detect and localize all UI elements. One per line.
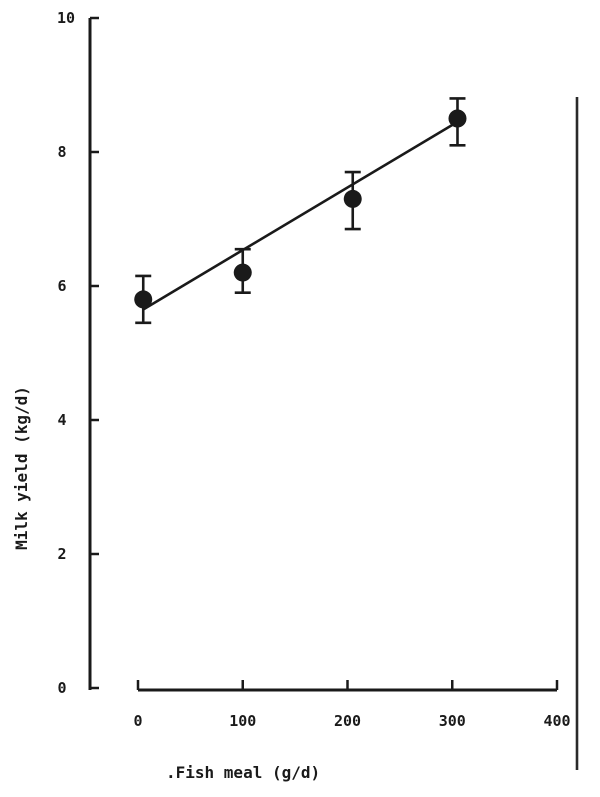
- x-tick-label: 400: [543, 712, 570, 730]
- fit-line-group: [142, 120, 459, 311]
- y-tick-label: 4: [57, 411, 66, 429]
- x-axis-title: .Fish meal (g/d): [166, 763, 320, 782]
- data-point: [233, 263, 252, 282]
- y-axis-title: Milk yield (kg/d): [12, 386, 31, 550]
- y-tick-label: 10: [57, 9, 75, 27]
- x-tick-label: 300: [439, 712, 466, 730]
- y-tick-label: 0: [57, 679, 66, 697]
- y-axis: 0 2 4 6 8 10: [57, 9, 99, 697]
- regression-line: [142, 120, 459, 311]
- data-point-group: [134, 274, 153, 325]
- y-tick-label: 6: [57, 277, 66, 295]
- data-point: [448, 109, 467, 128]
- x-tick-label: 200: [334, 712, 361, 730]
- data-points: [134, 97, 467, 325]
- x-tick-label: 0: [133, 712, 142, 730]
- data-point-group: [448, 97, 467, 147]
- data-point: [134, 290, 153, 309]
- data-point: [343, 189, 362, 208]
- y-tick-label: 8: [57, 143, 66, 161]
- data-point-group: [233, 247, 252, 295]
- y-tick-label: 2: [57, 545, 66, 563]
- x-axis: 0 100 200 300 400: [133, 680, 571, 730]
- data-point-group: [343, 170, 362, 231]
- x-tick-label: 100: [229, 712, 256, 730]
